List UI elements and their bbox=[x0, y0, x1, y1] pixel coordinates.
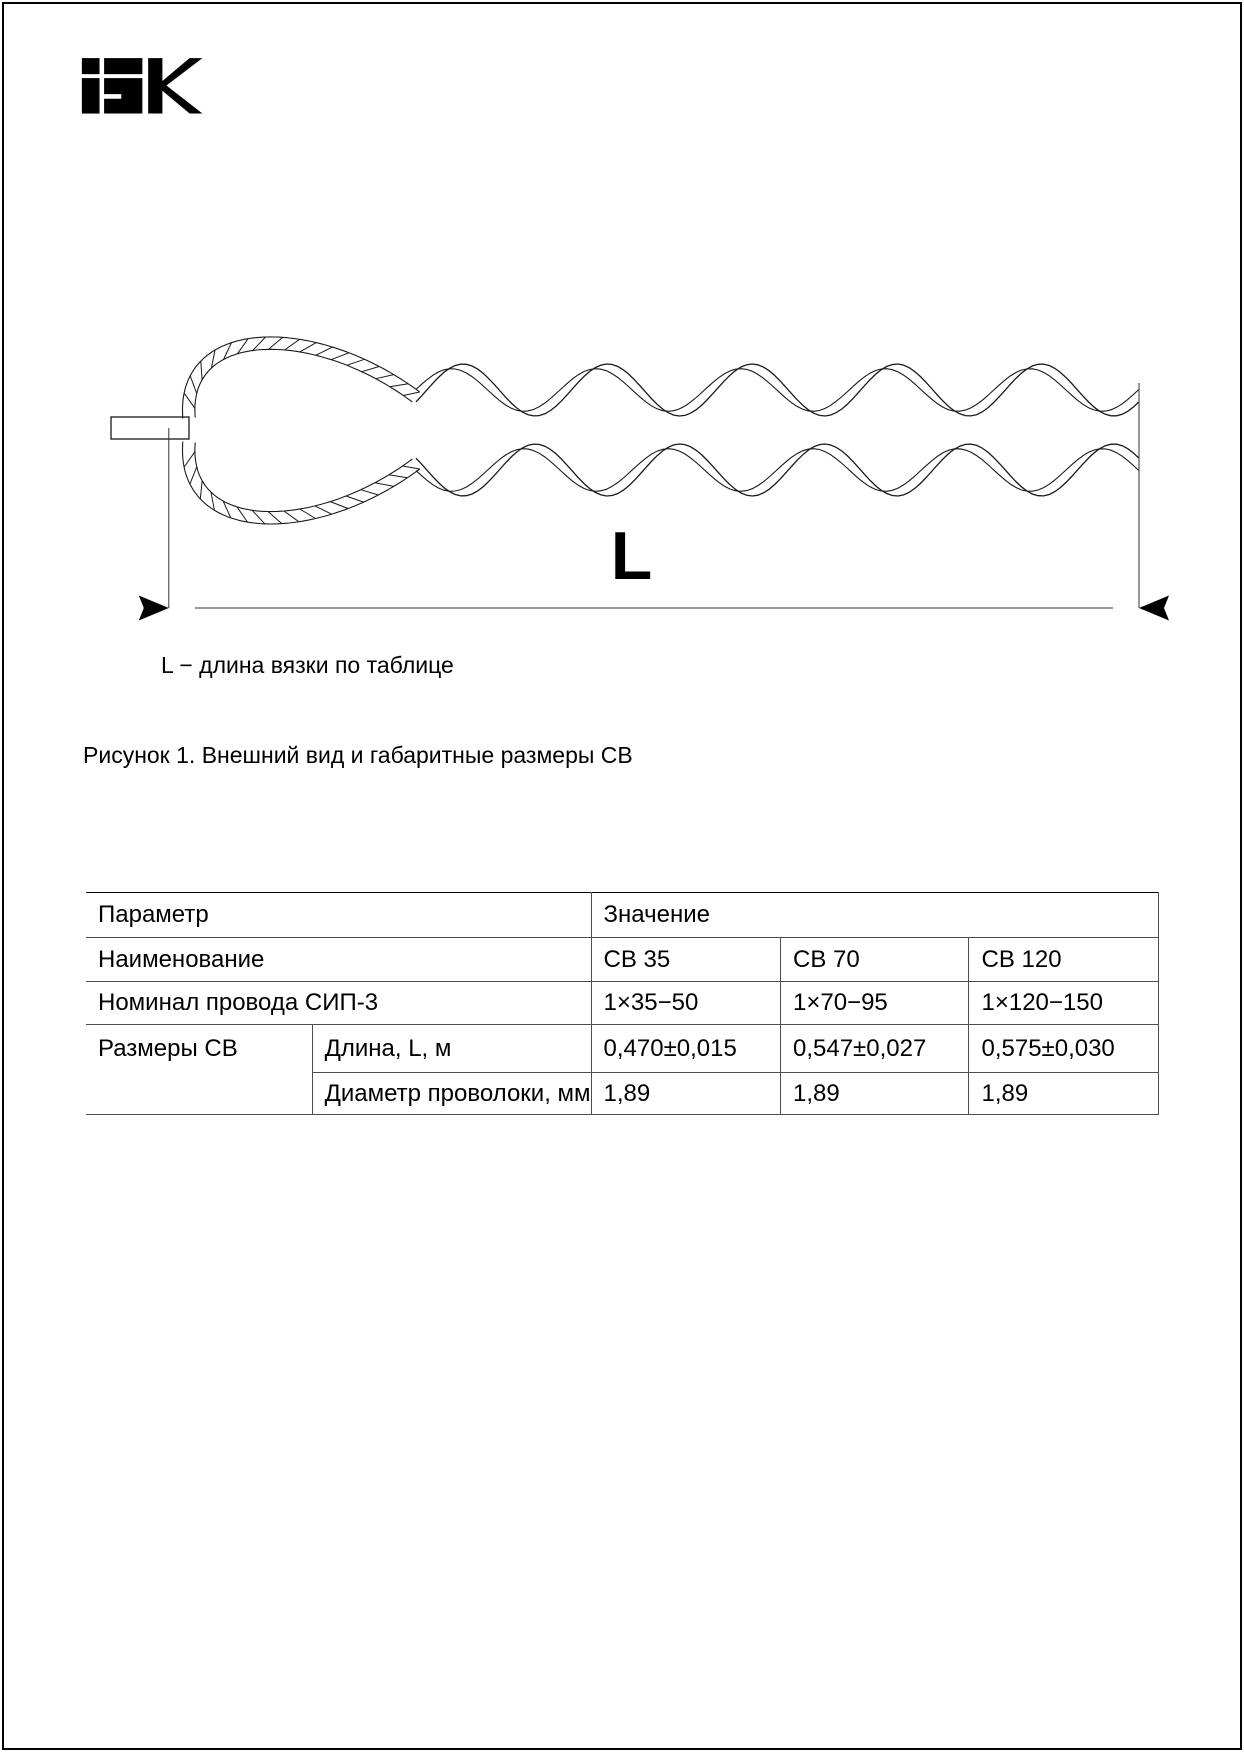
svg-text:L: L bbox=[611, 518, 653, 594]
